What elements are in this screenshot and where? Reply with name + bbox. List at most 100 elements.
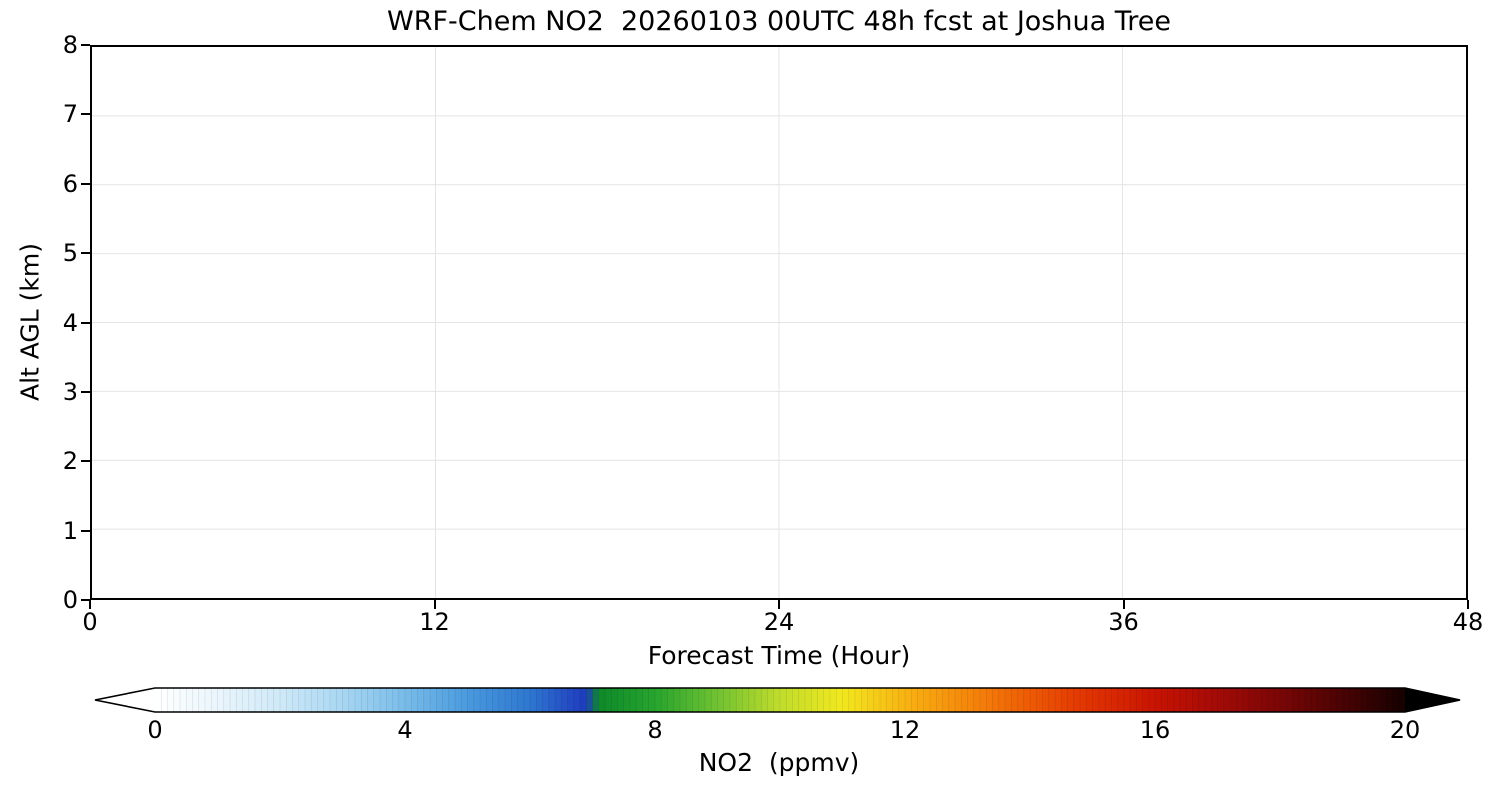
colorbar-cell	[567, 688, 575, 712]
colorbar-cell	[248, 688, 256, 712]
colorbar-cell	[980, 688, 987, 712]
colorbar-cell	[367, 688, 375, 712]
colorbar-cell	[1305, 688, 1312, 712]
colorbar-cell	[436, 688, 443, 712]
colorbar-cell	[392, 688, 400, 712]
colorbar-cell	[1280, 688, 1287, 712]
colorbar-cell	[286, 688, 293, 712]
colorbar-cell	[1023, 688, 1031, 712]
colorbar-cell	[698, 688, 706, 712]
colorbar-cell	[336, 688, 343, 712]
colorbar-cell	[1111, 688, 1118, 712]
colorbar-cell	[1048, 688, 1056, 712]
colorbar-cell	[705, 688, 712, 712]
colorbar-cell	[555, 688, 562, 712]
y-tick-label: 6	[62, 169, 78, 198]
colorbar-cell	[498, 688, 506, 712]
colorbar-cell	[261, 688, 268, 712]
colorbar-cell	[792, 688, 800, 712]
colorbar-cell	[692, 688, 700, 712]
colorbar-cell	[598, 688, 606, 712]
colorbar-cell	[1292, 688, 1300, 712]
colorbar-cell	[292, 688, 300, 712]
colorbar-cell	[592, 688, 600, 712]
colorbar-tick-label: 16	[1139, 716, 1171, 744]
colorbar-cell	[1042, 688, 1050, 712]
colorbar-cell	[398, 688, 406, 712]
colorbar-cell	[536, 688, 543, 712]
colorbar-cell	[1342, 688, 1350, 712]
colorbar-cell	[492, 688, 500, 712]
colorbar-cell	[161, 688, 168, 712]
colorbar-cell	[1073, 688, 1081, 712]
x-tick-mark	[1467, 600, 1469, 609]
colorbar-cell	[892, 688, 900, 712]
colorbar-tick-label: 20	[1389, 716, 1421, 744]
colorbar-cell	[898, 688, 906, 712]
colorbar-cell	[561, 688, 568, 712]
colorbar-cell	[623, 688, 631, 712]
colorbar-cell	[1330, 688, 1337, 712]
colorbar-cell	[867, 688, 875, 712]
colorbar-cell	[1323, 688, 1331, 712]
colorbar-cell	[636, 688, 643, 712]
colorbar-cell	[1067, 688, 1075, 712]
colorbar-cell	[1273, 688, 1281, 712]
colorbar-cell	[542, 688, 550, 712]
y-tick-mark	[81, 599, 90, 601]
colorbar-cell	[255, 688, 262, 712]
colorbar-cell	[736, 688, 743, 712]
colorbar-cell	[973, 688, 981, 712]
colorbar-cell	[1086, 688, 1093, 712]
colorbar-cell	[1230, 688, 1237, 712]
colorbar-cell	[217, 688, 225, 712]
colorbar-cell	[455, 688, 462, 712]
colorbar-cell	[1173, 688, 1181, 712]
colorbar-cell	[1117, 688, 1125, 712]
colorbar-cell	[805, 688, 812, 712]
colorbar-cell	[1336, 688, 1343, 712]
x-tick-mark	[1122, 600, 1125, 609]
colorbar-cell	[1055, 688, 1062, 712]
colorbar-cell	[955, 688, 962, 712]
colorbar-cell	[923, 688, 931, 712]
colorbar-cell	[661, 688, 668, 712]
colorbar-cell	[1105, 688, 1112, 712]
colorbar-cell	[311, 688, 318, 712]
colorbar-cell	[1255, 688, 1262, 712]
colorbar-cell	[1248, 688, 1256, 712]
colorbar-cell	[380, 688, 387, 712]
colorbar-cell	[405, 688, 412, 712]
colorbar-cell	[1205, 688, 1212, 712]
colorbar-cell	[961, 688, 968, 712]
colorbar-cell	[373, 688, 381, 712]
colorbar-cell	[1198, 688, 1206, 712]
colorbar-cell	[517, 688, 525, 712]
colorbar-cell	[273, 688, 281, 712]
colorbar-tick-label: 12	[889, 716, 921, 744]
colorbar-cell	[511, 688, 518, 712]
colorbar-cell	[861, 688, 868, 712]
y-tick-label: 5	[62, 239, 78, 268]
colorbar-tick-label: 8	[647, 716, 663, 744]
colorbar	[94, 687, 1461, 713]
colorbar-cell	[917, 688, 925, 712]
colorbar-cell	[223, 688, 231, 712]
colorbar-cell	[930, 688, 937, 712]
colorbar-cell	[630, 688, 637, 712]
colorbar-cell	[192, 688, 200, 712]
colorbar-outline	[94, 687, 1461, 713]
colorbar-cell	[730, 688, 737, 712]
colorbar-cell	[180, 688, 187, 712]
colorbar-cell	[986, 688, 993, 712]
colorbar-cell	[886, 688, 893, 712]
colorbar-cell	[1136, 688, 1143, 712]
colorbar-cell	[1161, 688, 1168, 712]
colorbar-cell	[717, 688, 725, 712]
colorbar-cell	[267, 688, 275, 712]
colorbar-cell	[1130, 688, 1137, 712]
colorbar-tick-label: 0	[147, 716, 163, 744]
colorbar-cell	[236, 688, 243, 712]
colorbar-cell	[723, 688, 731, 712]
